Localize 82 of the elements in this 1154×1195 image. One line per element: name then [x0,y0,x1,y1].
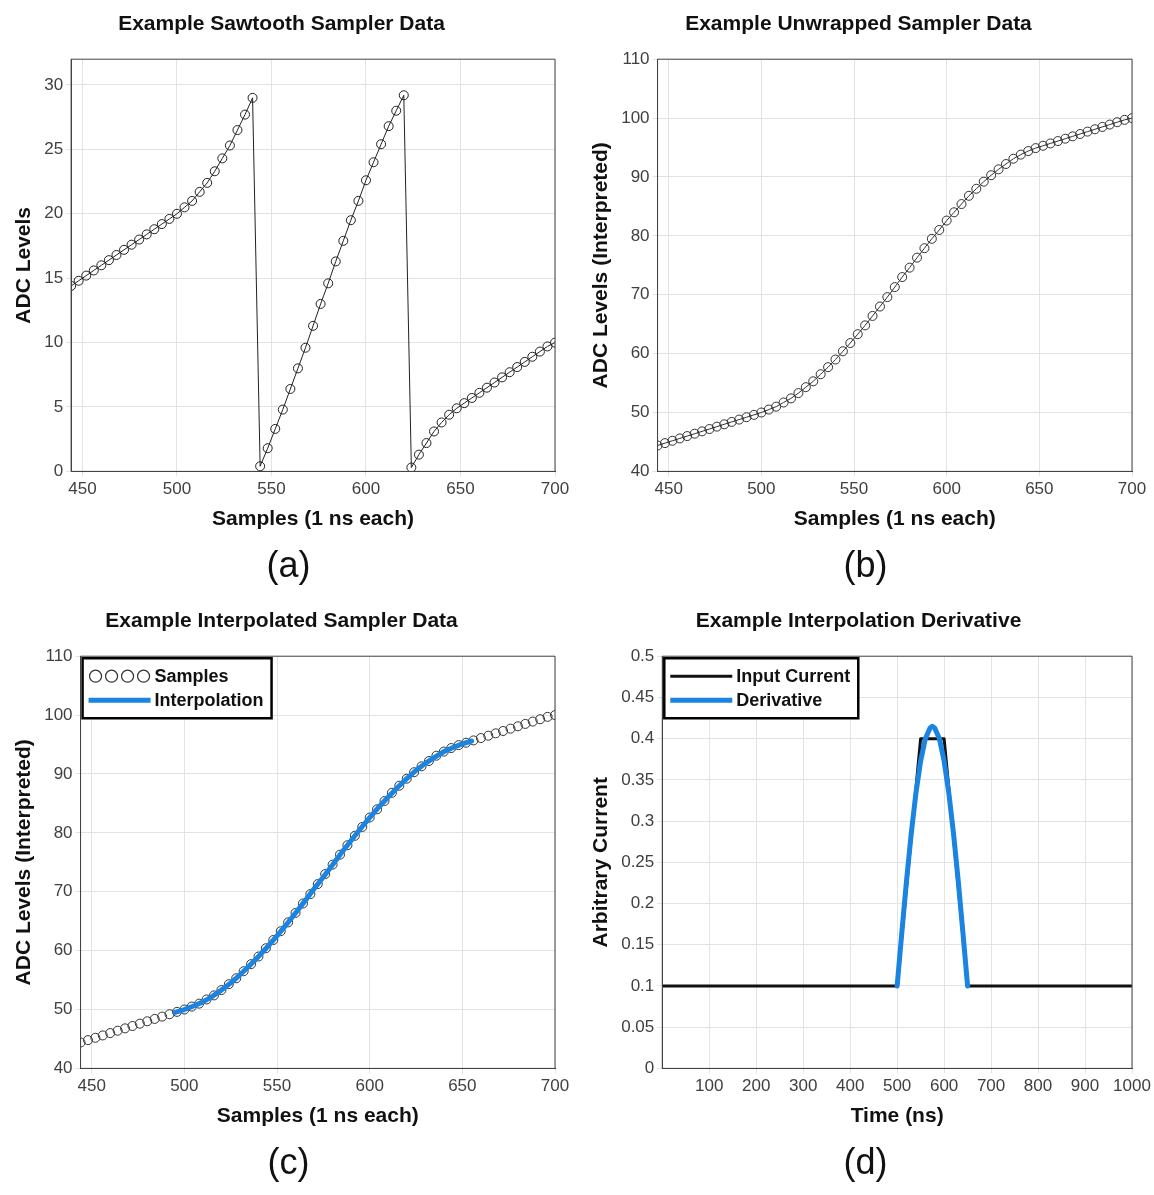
x-axis-title: Time (ns) [850,1103,944,1127]
x-tick-label: 550 [257,479,286,499]
legend-label: Input Current [736,666,851,687]
y-tick-label: 0.1 [630,975,655,995]
text: (b) [842,543,889,587]
chart-title: Example Interpolation Derivative [695,608,1022,632]
y-tick-label: 0.05 [621,1016,655,1036]
text: (c) [266,1140,311,1184]
x-tick-label: 450 [654,479,683,499]
x-axis-title: Samples (1 ns each) [212,506,415,530]
y-tick-label: 70 [630,284,650,304]
y-tick-label: 80 [630,225,650,245]
x-tick-label: 650 [448,1076,477,1096]
legend-label: Interpolation [154,690,264,711]
x-tick-label: 550 [262,1076,292,1096]
legend-label: Samples [154,666,229,687]
x-tick-label: 900 [1070,1076,1100,1096]
y-tick-label: 0 [53,461,64,481]
x-tick-label: 500 [882,1076,912,1096]
x-tick-label: 500 [162,479,192,499]
x-tick-label: 500 [170,1076,199,1096]
x-tick-label: 700 [976,1076,1006,1096]
y-tick-label: 0.4 [630,728,655,748]
y-tick-label: 5 [53,396,64,416]
x-tick-label: 600 [351,479,381,499]
y-tick-label: 0.2 [630,893,655,913]
y-tick-label: 0.5 [630,645,655,665]
x-tick-label: 300 [789,1076,818,1096]
x-tick-label: 500 [747,479,776,499]
x-tick-label: 600 [355,1076,384,1096]
x-tick-label: 650 [446,479,475,499]
y-tick-label: 60 [630,343,650,363]
x-tick-label: 100 [695,1076,724,1096]
x-tick-label: 450 [77,1076,106,1096]
y-tick-label: 0 [644,1058,655,1078]
y-axis-title: ADC Levels (Interpreted) [11,739,35,986]
x-tick-label: 650 [1025,479,1054,499]
chart-title: Example Sawtooth Sampler Data [118,11,446,35]
y-tick-label: 100 [621,107,650,127]
y-tick-label: 0.45 [621,687,655,707]
chart-title: Example Interpolated Sampler Data [105,608,459,632]
x-tick-label: 400 [835,1076,865,1096]
y-tick-label: 50 [630,402,650,422]
x-axis-title: Samples (1 ns each) [216,1103,419,1127]
y-tick-label: 100 [44,704,73,724]
y-tick-label: 40 [53,1058,73,1078]
x-tick-label: 1000 [1113,1076,1151,1096]
y-tick-label: 0.35 [621,769,655,789]
y-tick-label: 30 [44,74,64,94]
x-tick-label: 700 [540,479,570,499]
y-tick-label: 50 [53,999,73,1019]
x-tick-label: 200 [742,1076,771,1096]
x-tick-label: 700 [1117,479,1147,499]
x-axis-title: Samples (1 ns each) [793,506,996,530]
y-tick-label: 70 [53,881,73,901]
x-tick-label: 800 [1023,1076,1053,1096]
y-tick-label: 0.15 [621,934,655,954]
x-tick-label: 550 [839,479,869,499]
legend-label: Derivative [736,690,823,711]
y-tick-label: 60 [53,940,73,960]
y-tick-label: 10 [44,332,64,352]
text: (a) [265,543,312,587]
y-tick-label: 0.3 [630,810,655,830]
y-tick-label: 110 [45,645,73,665]
x-tick-label: 450 [68,479,97,499]
x-tick-label: 600 [929,1076,959,1096]
text: (d) [842,1140,889,1184]
y-tick-label: 0.25 [621,851,655,871]
y-tick-label: 25 [44,139,64,159]
y-tick-label: 40 [630,461,650,481]
x-tick-label: 700 [540,1076,570,1096]
y-axis-title: ADC Levels [11,206,35,324]
chart-title: Example Unwrapped Sampler Data [685,11,1033,35]
y-tick-label: 15 [44,267,64,287]
y-tick-label: 110 [622,48,650,68]
y-tick-label: 80 [53,822,73,842]
y-tick-label: 20 [44,203,64,223]
x-tick-label: 600 [932,479,961,499]
y-axis-title: ADC Levels (Interpreted) [588,142,612,389]
y-tick-label: 90 [53,763,73,783]
y-axis-title: Arbitrary Current [588,777,612,948]
y-tick-label: 90 [630,166,650,186]
